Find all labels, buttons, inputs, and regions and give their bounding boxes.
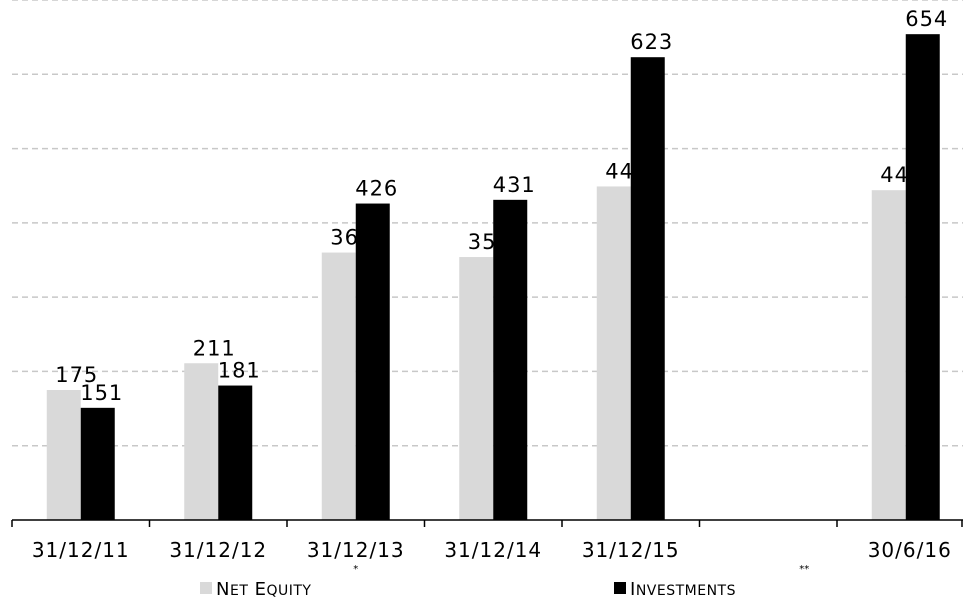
bar-investments-3: [493, 199, 528, 521]
data-label-net-equity-1: 211: [193, 336, 236, 360]
data-label-investments-3: 431: [493, 173, 536, 197]
x-axis: 31/12/11 31/12/12 31/12/13 * 31/12/14 31/12/1…: [11, 519, 963, 575]
x-tick-label-2: 31/12/13: [307, 538, 405, 562]
bar-investments-2: [355, 203, 390, 521]
legend-label-investments: INVESTMENTS: [630, 579, 736, 600]
x-tick-note-5: **: [799, 564, 809, 575]
data-label-investments-2: 426: [355, 177, 398, 201]
bar-investments-1: [218, 385, 253, 520]
x-tick-label-6: 30/6/16: [868, 538, 952, 562]
bar-net-equity-4: [596, 186, 631, 520]
data-label-net-equity-0: 175: [55, 363, 98, 387]
bar-net-equity-0: [46, 390, 81, 520]
data-label-investments-0: 151: [80, 381, 123, 405]
legend-swatch-net-equity: [200, 582, 212, 594]
data-label-net-equity-6: 444: [880, 163, 923, 187]
x-tick-label-0: 31/12/11: [32, 538, 130, 562]
data-label-investments-6: 654: [905, 7, 948, 31]
x-tick-note-2: *: [353, 564, 358, 575]
bar-net-equity-2: [321, 252, 356, 521]
legend: NET EQUITY INVESTMENTS: [200, 579, 736, 600]
legend-swatch-investments: [614, 582, 626, 594]
data-label-net-equity-3: 354: [468, 230, 511, 254]
bars: [46, 34, 940, 521]
bar-net-equity-3: [459, 257, 494, 520]
data-label-net-equity-4: 449: [605, 159, 648, 183]
x-tick-label-3: 31/12/14: [444, 538, 542, 562]
x-tick-label-1: 31/12/12: [169, 538, 267, 562]
data-label-net-equity-2: 360: [330, 226, 373, 250]
data-label-investments-1: 181: [218, 359, 261, 383]
bar-investments-0: [80, 407, 115, 520]
data-label-investments-4: 623: [630, 30, 673, 54]
bar-investments-6: [905, 34, 940, 521]
bar-investments-4: [630, 57, 665, 520]
x-tick-label-4: 31/12/15: [582, 538, 680, 562]
bar-net-equity-1: [184, 363, 219, 520]
bar-net-equity-6: [871, 190, 906, 520]
legend-label-net-equity: NET EQUITY: [216, 579, 311, 600]
